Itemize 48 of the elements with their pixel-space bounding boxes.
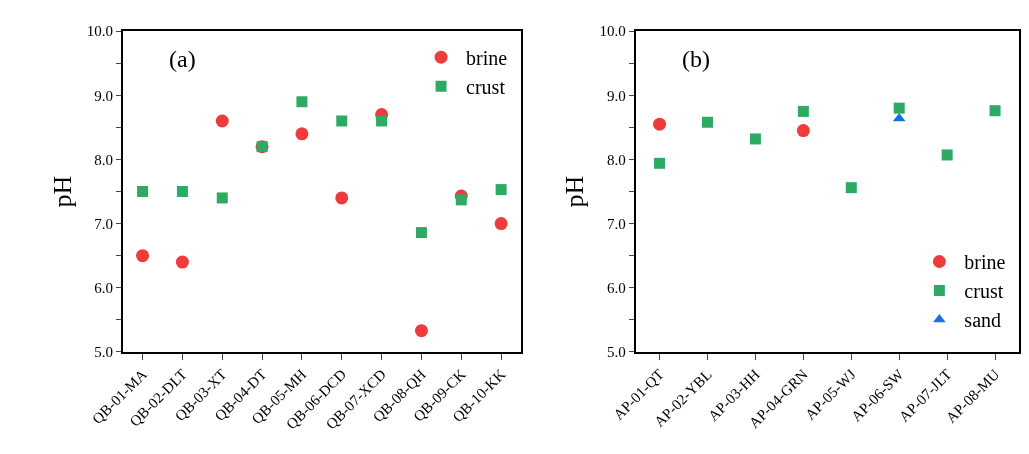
y-tick-label: 7.0 (607, 215, 626, 232)
y-tick-label: 10.0 (599, 23, 626, 40)
y-axis-title: pH (47, 175, 77, 208)
point (749, 133, 761, 145)
legend-label: crust (964, 280, 1004, 303)
y-tick-label: 5.0 (607, 344, 626, 361)
point (176, 186, 188, 198)
point (495, 184, 507, 196)
point (941, 149, 953, 161)
point (494, 217, 508, 231)
y-tick-label: 9.0 (94, 87, 113, 104)
point (796, 124, 810, 138)
point (215, 114, 229, 128)
point (845, 182, 857, 194)
point (414, 324, 428, 338)
legend-label: sand (964, 309, 1002, 332)
point (892, 112, 906, 122)
text: (b) (682, 46, 710, 72)
legend-label: brine (466, 46, 508, 69)
text: (a) (169, 46, 196, 72)
legend-label: crust (466, 75, 506, 98)
y-tick-label: 5.0 (94, 344, 113, 361)
point (336, 115, 348, 127)
point (136, 249, 150, 263)
point (893, 102, 905, 114)
point (653, 117, 667, 131)
point (989, 105, 1001, 117)
point (295, 127, 309, 141)
point (175, 255, 189, 269)
point (455, 194, 467, 206)
point (797, 105, 809, 117)
legend-label: brine (964, 251, 1006, 274)
y-tick-label: 9.0 (607, 87, 626, 104)
point (137, 186, 149, 198)
y-tick-label: 8.0 (94, 151, 113, 168)
point (376, 115, 388, 127)
y-axis-title: pH (560, 175, 590, 208)
point (415, 227, 427, 239)
point (296, 96, 308, 108)
point (654, 157, 666, 169)
point (701, 116, 713, 128)
y-tick-label: 10.0 (86, 23, 113, 40)
y-tick-label: 6.0 (94, 279, 113, 296)
y-tick-label: 6.0 (607, 279, 626, 296)
y-tick-label: 8.0 (607, 151, 626, 168)
y-tick-label: 7.0 (94, 215, 113, 232)
point (216, 192, 228, 204)
point (335, 191, 349, 205)
